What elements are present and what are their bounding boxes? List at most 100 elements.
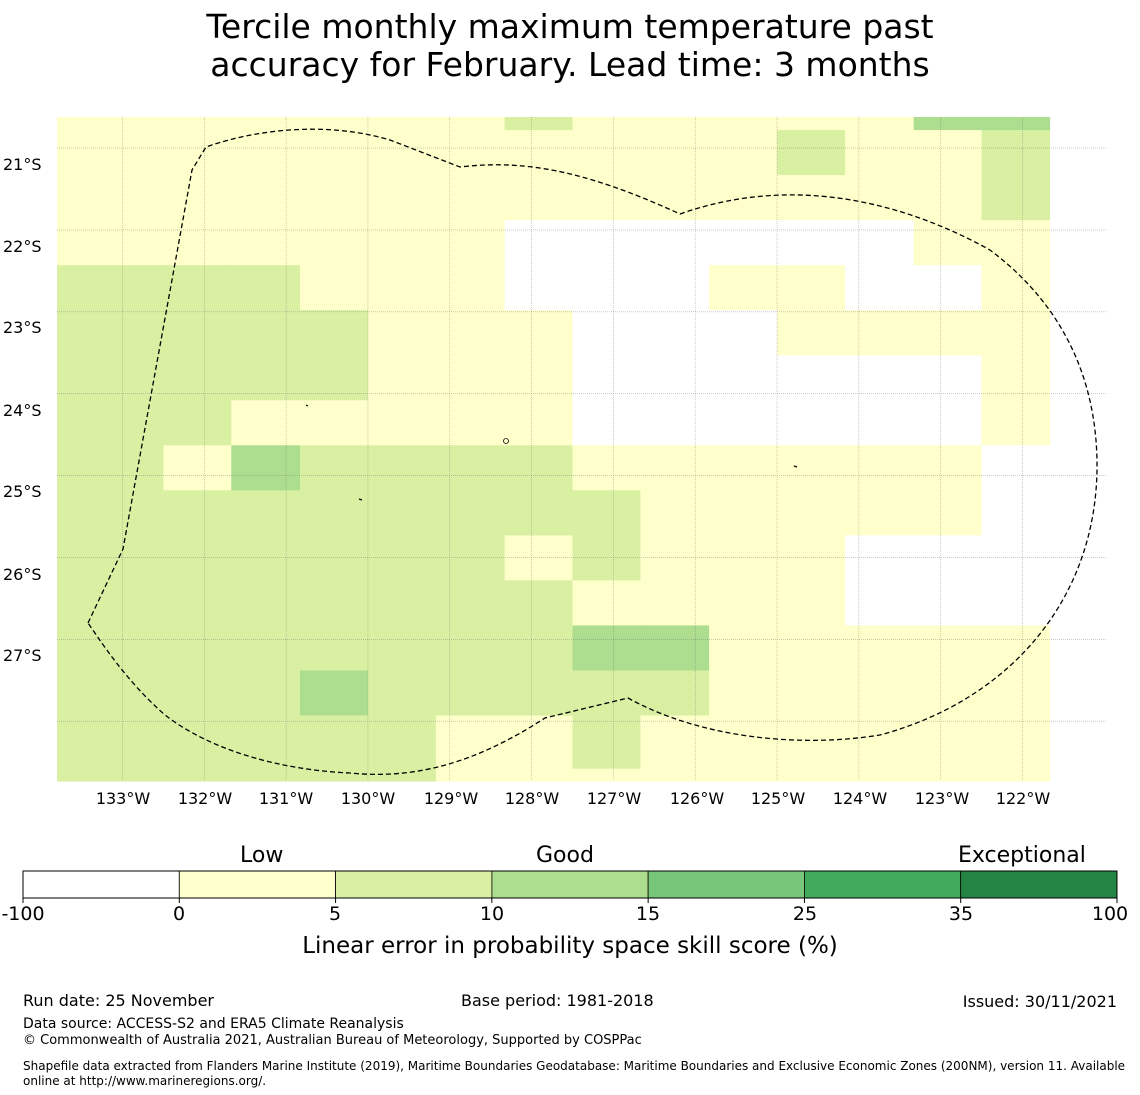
grid-cell bbox=[57, 715, 164, 770]
grid-cell bbox=[231, 580, 301, 626]
lat-label-25s: 25°S bbox=[3, 482, 42, 501]
grid-cell bbox=[367, 625, 437, 671]
grid-cell bbox=[57, 400, 164, 446]
lon-label-131w: 131°W bbox=[258, 789, 314, 808]
cb-tick-5: 5 bbox=[328, 903, 342, 925]
grid-cell bbox=[777, 625, 846, 671]
grid-cell bbox=[504, 130, 574, 176]
category-exceptional: Exceptional bbox=[958, 843, 1086, 868]
grid-cell bbox=[913, 580, 983, 626]
grid-cell bbox=[981, 175, 1051, 221]
grid-cell bbox=[777, 400, 846, 446]
grid-cell bbox=[709, 400, 778, 446]
grid-cell bbox=[57, 768, 164, 782]
grid-cell bbox=[709, 445, 778, 491]
grid-cell bbox=[640, 355, 710, 401]
grid-cell bbox=[435, 670, 506, 717]
title-line-2: accuracy for February. Lead time: 3 mont… bbox=[210, 45, 930, 84]
colorbar-segment bbox=[491, 870, 649, 899]
grid-cell bbox=[845, 400, 915, 446]
grid-cell bbox=[504, 175, 574, 221]
grid-cell bbox=[163, 445, 232, 491]
lon-label-130w: 130°W bbox=[340, 789, 396, 808]
grid-cell bbox=[57, 117, 164, 131]
grid-cell bbox=[845, 715, 915, 770]
cb-tick-25: 25 bbox=[792, 903, 818, 925]
grid-cell bbox=[845, 265, 915, 311]
grid-cell bbox=[163, 580, 232, 626]
grid-cell bbox=[57, 175, 164, 221]
grid-cell bbox=[231, 355, 301, 401]
grid-cell bbox=[435, 130, 506, 176]
grid-cell bbox=[367, 400, 437, 446]
grid-cell bbox=[913, 535, 983, 581]
grid-cell bbox=[777, 130, 846, 176]
grid-cell bbox=[572, 117, 641, 131]
cb-tick-15: 15 bbox=[635, 903, 661, 925]
grid-cell bbox=[504, 580, 574, 626]
grid-cell bbox=[572, 130, 641, 176]
grid-cell bbox=[367, 580, 437, 626]
grid-cell bbox=[845, 768, 915, 782]
grid-cell bbox=[981, 130, 1051, 176]
grid-cell bbox=[504, 400, 574, 446]
grid-cell bbox=[435, 265, 506, 311]
grid-cell bbox=[163, 117, 232, 131]
grid-cell bbox=[777, 117, 846, 131]
grid-cell bbox=[231, 130, 301, 176]
base-period: Base period: 1981-2018 bbox=[461, 991, 654, 1010]
grid-cell bbox=[913, 445, 983, 491]
skill-grid bbox=[57, 117, 1051, 782]
grid-cell bbox=[231, 670, 301, 717]
grid-cell bbox=[913, 355, 983, 401]
grid-cell bbox=[572, 175, 641, 221]
grid-cell bbox=[640, 130, 710, 176]
lon-label-127w: 127°W bbox=[586, 789, 642, 808]
grid-cell bbox=[981, 670, 1051, 717]
shapefile-credit-2: online at http://www.marineregions.org/. bbox=[23, 1074, 267, 1088]
grid-cell bbox=[57, 580, 164, 626]
lon-label-128w: 128°W bbox=[504, 789, 560, 808]
grid-cell bbox=[709, 670, 778, 717]
cb-tick-10: 10 bbox=[479, 903, 505, 925]
grid-cell bbox=[231, 220, 301, 266]
grid-cell bbox=[572, 445, 641, 491]
grid-cell bbox=[504, 490, 574, 536]
grid-cell bbox=[640, 490, 710, 536]
grid-cell bbox=[435, 445, 506, 491]
grid-cell bbox=[435, 175, 506, 221]
grid-cell bbox=[231, 445, 301, 491]
grid-cell bbox=[367, 768, 437, 782]
grid-cell bbox=[367, 535, 437, 581]
grid-cell bbox=[777, 768, 846, 782]
grid-cell bbox=[777, 355, 846, 401]
grid-cell bbox=[435, 768, 506, 782]
grid-cell bbox=[504, 265, 574, 311]
grid-cell bbox=[504, 535, 574, 581]
grid-cell bbox=[57, 670, 164, 717]
grid-cell bbox=[913, 130, 983, 176]
grid-cell bbox=[300, 580, 369, 626]
grid-cell bbox=[163, 355, 232, 401]
lon-label-129w: 129°W bbox=[423, 789, 479, 808]
colorbar-segment bbox=[178, 870, 337, 899]
grid-cell bbox=[163, 265, 232, 311]
grid-cell bbox=[777, 220, 846, 266]
grid-cell bbox=[504, 670, 574, 717]
grid-cell bbox=[572, 220, 641, 266]
grid-cell bbox=[640, 310, 710, 356]
grid-cell bbox=[504, 117, 574, 131]
grid-cell bbox=[300, 220, 369, 266]
grid-cell bbox=[913, 715, 983, 770]
grid-cell bbox=[845, 670, 915, 717]
grid-cell bbox=[435, 117, 506, 131]
lon-label-125w: 125°W bbox=[750, 789, 806, 808]
grid-cell bbox=[572, 310, 641, 356]
grid-cell bbox=[640, 715, 710, 770]
category-low: Low bbox=[240, 843, 284, 868]
shapefile-credit-1: Shapefile data extracted from Flanders M… bbox=[23, 1059, 1126, 1073]
grid-cell bbox=[709, 220, 778, 266]
grid-cell bbox=[845, 355, 915, 401]
grid-cell bbox=[367, 310, 437, 356]
